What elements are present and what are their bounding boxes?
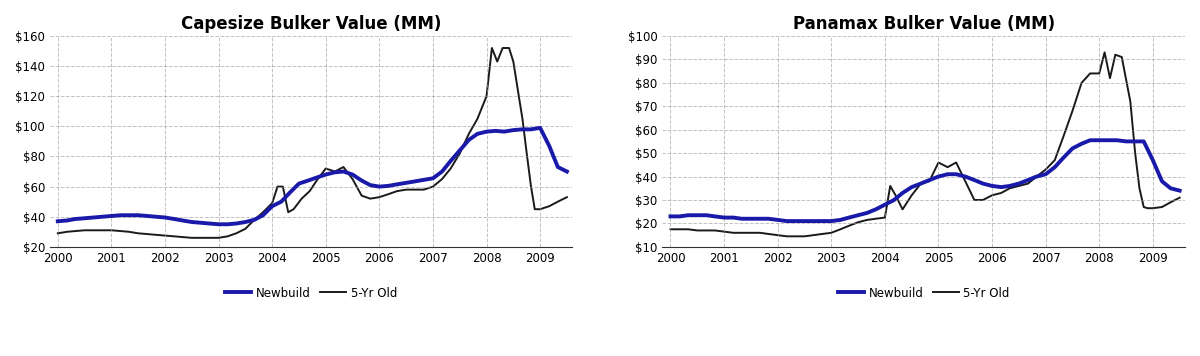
Title: Panamax Bulker Value (MM): Panamax Bulker Value (MM) — [793, 15, 1055, 33]
5-Yr Old — [559, 195, 574, 199]
Newbuild — [211, 222, 226, 226]
Newbuild — [1172, 188, 1187, 193]
Newbuild — [559, 169, 574, 174]
Newbuild — [664, 214, 678, 219]
Newbuild — [434, 169, 449, 174]
Newbuild — [1110, 138, 1124, 142]
5-Yr Old — [941, 165, 955, 169]
5-Yr Old — [287, 207, 301, 211]
5-Yr Old — [1163, 200, 1177, 204]
Line: 5-Yr Old: 5-Yr Old — [58, 48, 566, 238]
5-Yr Old — [824, 231, 839, 235]
Newbuild — [1048, 165, 1062, 169]
Newbuild — [175, 218, 190, 222]
Newbuild — [780, 219, 794, 223]
Legend: Newbuild, 5-Yr Old: Newbuild, 5-Yr Old — [833, 282, 1014, 304]
Line: Newbuild: Newbuild — [58, 128, 566, 224]
Newbuild — [398, 181, 413, 185]
Line: Newbuild: Newbuild — [671, 140, 1180, 221]
Title: Capesize Bulker Value (MM): Capesize Bulker Value (MM) — [181, 15, 442, 33]
5-Yr Old — [1048, 158, 1062, 162]
Newbuild — [488, 129, 503, 133]
5-Yr Old — [336, 165, 350, 169]
5-Yr Old — [185, 236, 199, 240]
5-Yr Old — [193, 236, 208, 240]
5-Yr Old — [485, 46, 499, 50]
Newbuild — [1082, 138, 1097, 142]
5-Yr Old — [515, 117, 529, 121]
Newbuild — [1012, 182, 1026, 186]
Newbuild — [50, 219, 65, 224]
Legend: Newbuild, 5-Yr Old: Newbuild, 5-Yr Old — [221, 282, 402, 304]
5-Yr Old — [922, 179, 936, 183]
Newbuild — [167, 217, 181, 221]
5-Yr Old — [50, 231, 65, 235]
Newbuild — [533, 126, 547, 130]
5-Yr Old — [229, 231, 244, 235]
5-Yr Old — [1098, 50, 1112, 54]
5-Yr Old — [542, 204, 557, 208]
5-Yr Old — [664, 227, 678, 231]
Newbuild — [1154, 179, 1169, 183]
Newbuild — [788, 219, 803, 223]
5-Yr Old — [841, 224, 856, 228]
Newbuild — [797, 219, 811, 223]
Newbuild — [542, 144, 557, 148]
Line: 5-Yr Old: 5-Yr Old — [671, 52, 1180, 236]
5-Yr Old — [1172, 195, 1187, 200]
5-Yr Old — [780, 234, 794, 239]
